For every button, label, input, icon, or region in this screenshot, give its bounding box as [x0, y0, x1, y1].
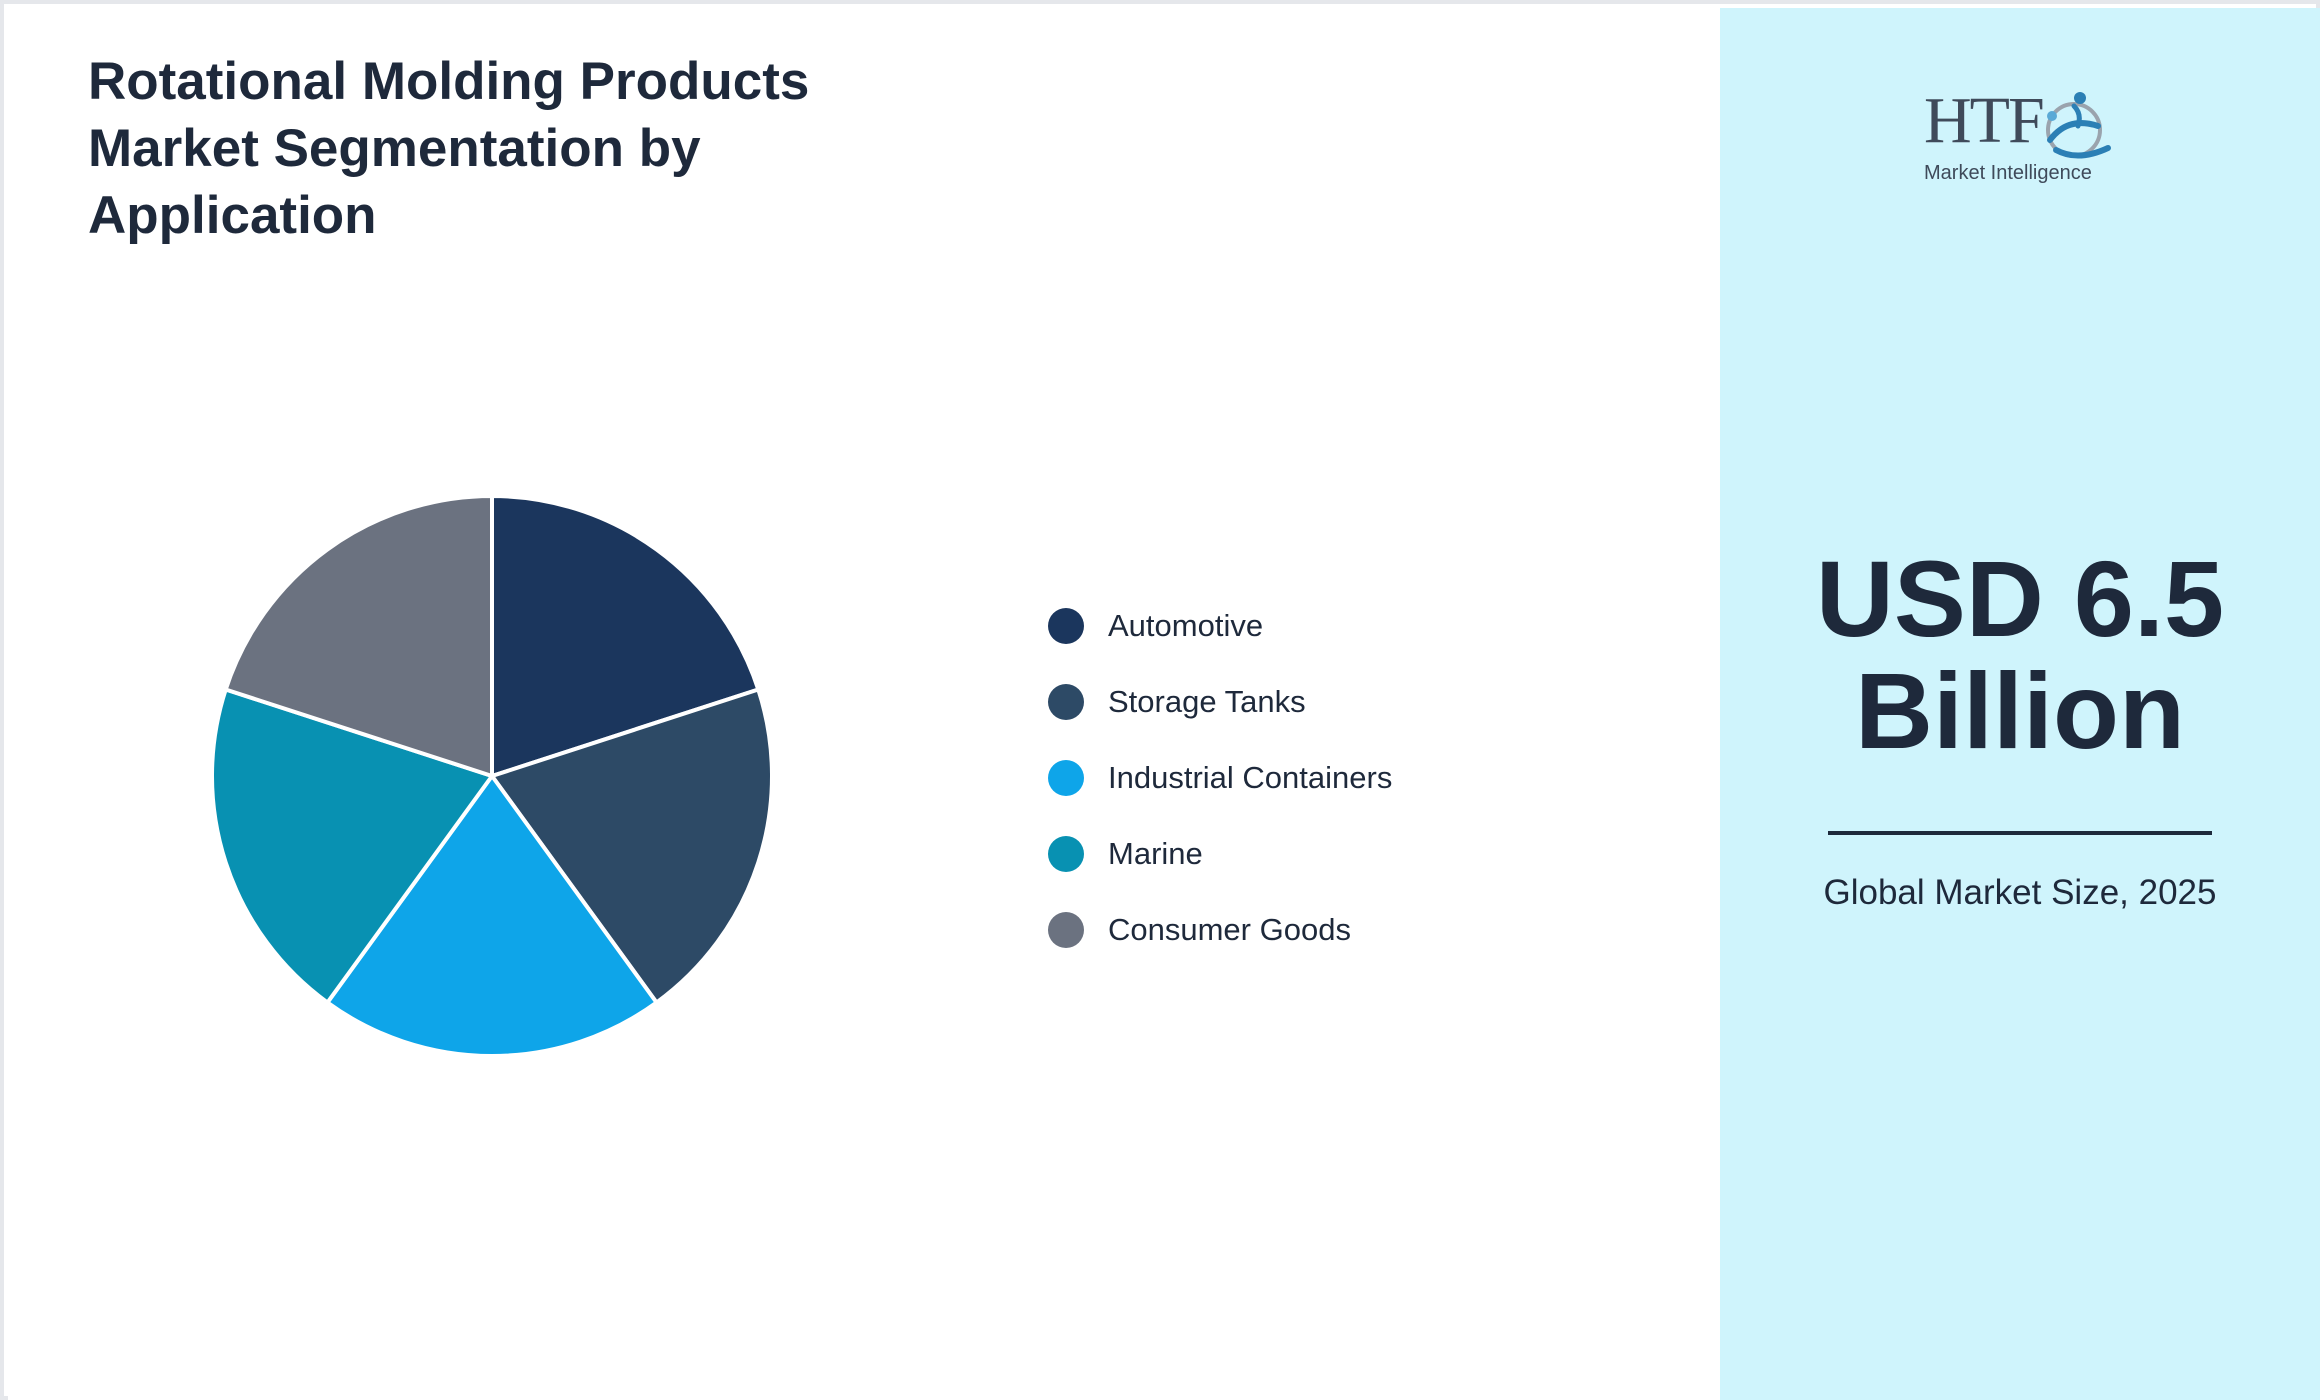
market-size-caption: Global Market Size, 2025: [1823, 873, 2217, 912]
pie-chart: [210, 494, 774, 1058]
pie-slice-storage-tanks: [490, 687, 774, 1005]
legend-swatch: [1048, 836, 1084, 872]
chart-legend: Automotive Storage Tanks Industrial Contai…: [1048, 588, 1392, 968]
globe-figures-icon: [2046, 92, 2111, 159]
legend-label: Industrial Containers: [1108, 760, 1393, 795]
legend-item-consumer-goods: Consumer Goods: [1048, 892, 1392, 968]
legend-label: Automotive: [1108, 608, 1264, 643]
legend-label: Storage Tanks: [1108, 684, 1306, 719]
logo-text: HTF: [1924, 84, 2045, 157]
pie-slice-industrial-containers: [325, 774, 659, 1058]
market-size-value: USD 6.5 Billion: [1815, 538, 2225, 771]
legend-swatch: [1048, 684, 1084, 720]
pie-slice-consumer-goods: [223, 494, 494, 778]
chart-panel: Rotational Molding Products Market Segme…: [8, 8, 1720, 1400]
pie-slice-automotive: [490, 494, 761, 778]
legend-item-marine: Marine: [1048, 816, 1392, 892]
pie-slice-marine: [210, 687, 494, 1005]
legend-item-automotive: Automotive: [1048, 588, 1392, 664]
logo-subtext: Market Intelligence: [1924, 162, 2092, 184]
legend-label: Marine: [1108, 836, 1203, 871]
htf-logo: HTF Market Intelligence: [1924, 86, 2114, 196]
legend-label: Consumer Goods: [1108, 912, 1351, 947]
legend-swatch: [1048, 912, 1084, 948]
legend-item-storage-tanks: Storage Tanks: [1048, 664, 1392, 740]
summary-panel: HTF Market Intelligence USD 6.5 Billion …: [1720, 8, 2320, 1400]
legend-swatch: [1048, 760, 1084, 796]
chart-title: Rotational Molding Products Market Segme…: [88, 52, 810, 245]
legend-item-industrial-containers: Industrial Containers: [1048, 740, 1392, 816]
divider: [1828, 831, 2212, 835]
legend-swatch: [1048, 608, 1084, 644]
